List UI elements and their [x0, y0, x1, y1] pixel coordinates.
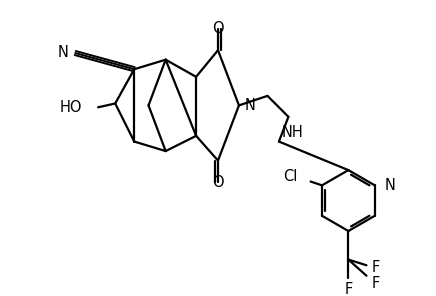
- Text: N: N: [58, 45, 68, 59]
- Text: N: N: [245, 98, 255, 113]
- Text: N: N: [384, 178, 395, 193]
- Text: F: F: [344, 281, 353, 296]
- Text: HO: HO: [59, 100, 82, 115]
- Text: O: O: [212, 21, 224, 36]
- Text: Cl: Cl: [283, 169, 297, 184]
- Text: F: F: [372, 260, 380, 275]
- Text: O: O: [212, 175, 224, 190]
- Text: NH: NH: [281, 125, 303, 139]
- Text: F: F: [372, 276, 380, 291]
